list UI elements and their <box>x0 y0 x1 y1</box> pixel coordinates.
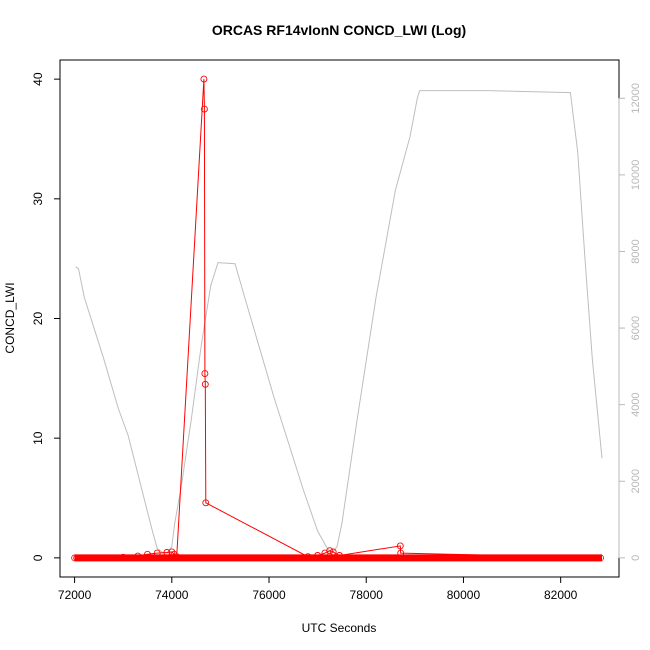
concd-point <box>397 549 405 557</box>
concd-point <box>396 542 404 550</box>
concd-point <box>201 370 209 378</box>
concd-point <box>326 547 334 555</box>
concd-point <box>168 548 176 556</box>
right-y-tick-label: 8000 <box>630 239 642 263</box>
y-tick-label: 10 <box>31 431 45 445</box>
altitude-line <box>75 90 603 555</box>
concd-point <box>329 548 337 556</box>
concd-point <box>153 549 161 557</box>
concd-point <box>314 552 322 559</box>
right-y-tick-label: 6000 <box>630 316 642 340</box>
y-axis-label: CONCD_LWI <box>3 282 17 353</box>
concd-point <box>119 553 127 561</box>
x-tick-label: 78000 <box>350 588 384 602</box>
concd-series <box>71 75 604 562</box>
concd-point <box>200 75 208 83</box>
x-axis: 72000 74000 76000 78000 80000 82000 <box>58 576 578 602</box>
chart-title: ORCAS RF14vIonN CONCD_LWI (Log) <box>212 22 466 38</box>
right-y-tick-label: 10000 <box>630 160 642 191</box>
y-tick-label: 0 <box>31 554 45 561</box>
concd-point <box>201 380 209 388</box>
right-y-tick-label: 12000 <box>630 83 642 114</box>
concd-point <box>170 550 178 558</box>
plot-area <box>59 59 620 578</box>
concd-point <box>134 552 142 560</box>
x-tick-label: 82000 <box>544 588 578 602</box>
right-y-tick-label: 0 <box>630 555 642 561</box>
right-y-axis: 0 2000 4000 6000 8000 10000 12000 <box>618 83 642 561</box>
concd-point <box>304 553 312 561</box>
concd-point <box>163 549 171 556</box>
concd-point <box>202 499 210 507</box>
x-tick-label: 74000 <box>155 588 189 602</box>
y-tick-label: 20 <box>31 312 45 326</box>
concd-point <box>200 105 208 113</box>
x-tick-label: 72000 <box>58 588 92 602</box>
y-tick-label: 30 <box>31 192 45 206</box>
concd-point <box>144 550 151 558</box>
x-tick-label: 76000 <box>252 588 286 602</box>
right-y-tick-label: 2000 <box>630 469 642 493</box>
concd-point <box>336 552 343 559</box>
y-tick-label: 40 <box>31 72 45 86</box>
altitude-series <box>75 90 603 555</box>
concd-point <box>173 553 181 561</box>
x-axis-label: UTC Seconds <box>302 621 377 635</box>
x-tick-label: 80000 <box>447 588 481 602</box>
right-y-tick-label: 4000 <box>630 392 642 416</box>
y-axis: 0 10 20 30 40 <box>31 72 61 561</box>
